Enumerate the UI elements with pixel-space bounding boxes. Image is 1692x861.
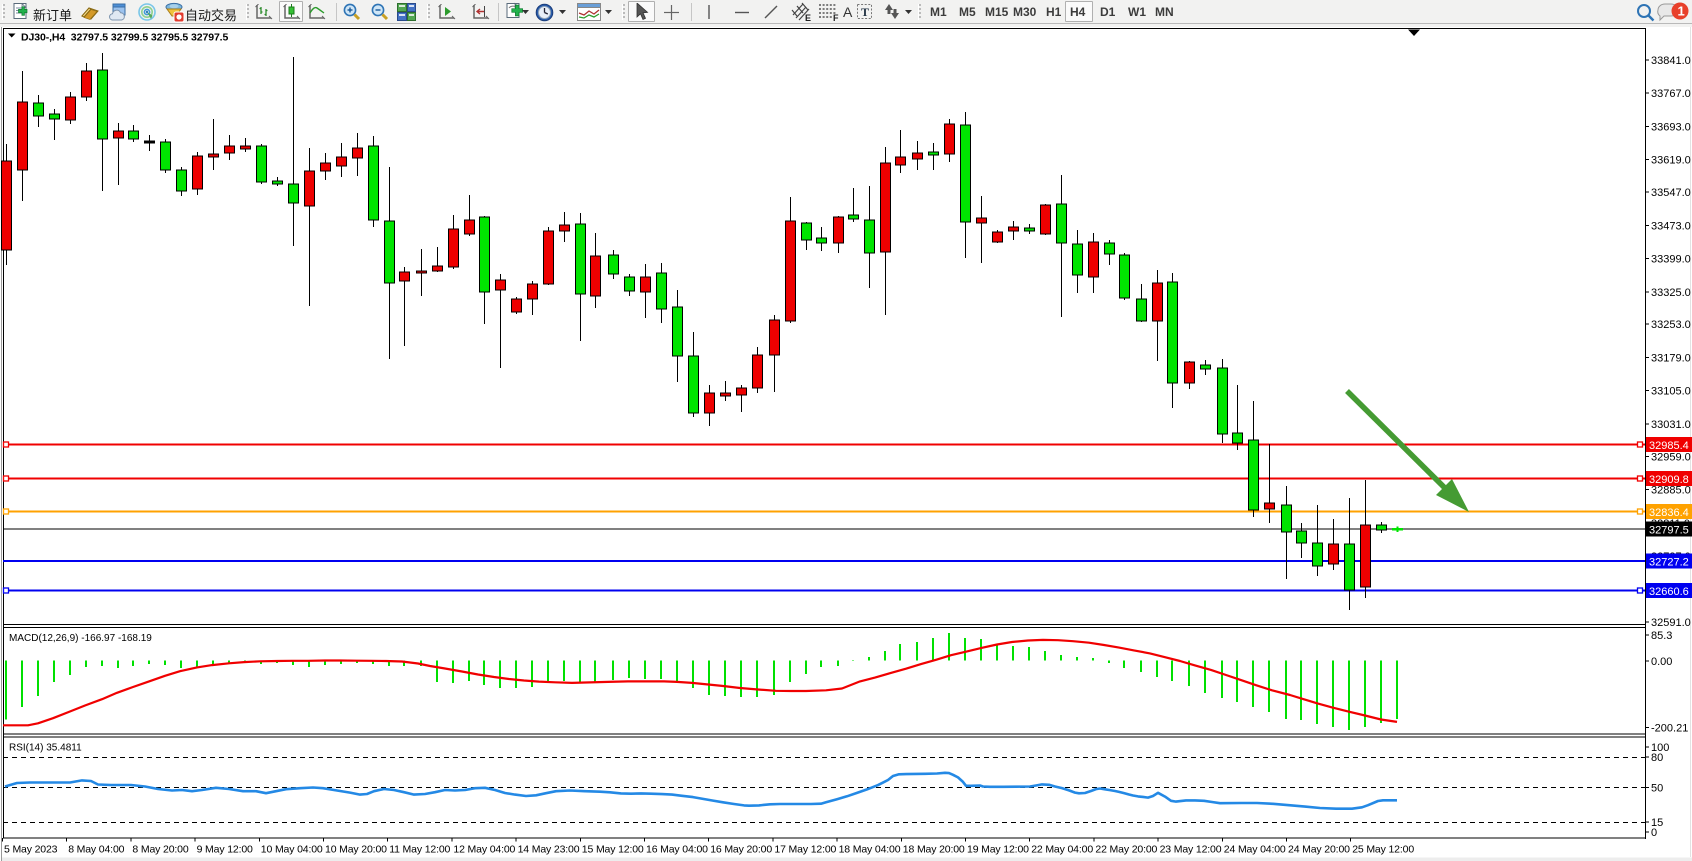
svg-text:9 May 12:00: 9 May 12:00 xyxy=(197,844,253,856)
svg-text:33325.0: 33325.0 xyxy=(1651,287,1691,299)
svg-text:25 May 12:00: 25 May 12:00 xyxy=(1352,844,1414,856)
svg-text:15 May 12:00: 15 May 12:00 xyxy=(582,844,644,856)
svg-text:14 May 23:00: 14 May 23:00 xyxy=(518,844,580,856)
svg-text:8 May 04:00: 8 May 04:00 xyxy=(68,844,124,856)
svg-text:16 May 20:00: 16 May 20:00 xyxy=(710,844,772,856)
svg-text:F: F xyxy=(833,13,839,22)
svg-text:DJ30-,H4 32797.5 32799.5 3279: DJ30-,H4 32797.5 32799.5 32795.5 32797.5 xyxy=(21,32,229,44)
svg-text:33619.0: 33619.0 xyxy=(1651,155,1691,167)
svg-text:33253.0: 33253.0 xyxy=(1651,319,1691,331)
svg-text:RSI(14) 35.4811: RSI(14) 35.4811 xyxy=(9,743,82,754)
svg-text:24 May 20:00: 24 May 20:00 xyxy=(1288,844,1350,856)
svg-text:MACD(12,26,9) -166.97 -168.19: MACD(12,26,9) -166.97 -168.19 xyxy=(9,633,152,644)
svg-text:32885.0: 32885.0 xyxy=(1651,485,1691,497)
svg-text:23 May 12:00: 23 May 12:00 xyxy=(1160,844,1222,856)
svg-text:33693.0: 33693.0 xyxy=(1651,121,1691,133)
svg-text:33547.0: 33547.0 xyxy=(1651,187,1691,199)
svg-text:5 May 2023: 5 May 2023 xyxy=(4,844,58,856)
svg-text:33767.0: 33767.0 xyxy=(1651,88,1691,100)
svg-text:T: T xyxy=(861,5,869,19)
svg-text:33841.0: 33841.0 xyxy=(1651,55,1691,67)
svg-text:22 May 04:00: 22 May 04:00 xyxy=(1031,844,1093,856)
svg-text:16 May 04:00: 16 May 04:00 xyxy=(646,844,708,856)
svg-text:24 May 04:00: 24 May 04:00 xyxy=(1224,844,1286,856)
svg-text:18 May 04:00: 18 May 04:00 xyxy=(839,844,901,856)
svg-text:32959.0: 32959.0 xyxy=(1651,451,1691,463)
svg-text:10 May 20:00: 10 May 20:00 xyxy=(325,844,387,856)
svg-text:1: 1 xyxy=(1678,4,1685,19)
svg-text:100: 100 xyxy=(1651,742,1669,754)
svg-text:17 May 12:00: 17 May 12:00 xyxy=(774,844,836,856)
svg-text:32836.4: 32836.4 xyxy=(1649,507,1689,519)
svg-text:18 May 20:00: 18 May 20:00 xyxy=(903,844,965,856)
svg-text:32797.5: 32797.5 xyxy=(1649,525,1689,537)
svg-text:32660.6: 32660.6 xyxy=(1649,586,1689,598)
svg-text:85.3: 85.3 xyxy=(1651,630,1672,642)
svg-text:32591.0: 32591.0 xyxy=(1651,617,1691,629)
svg-text:50: 50 xyxy=(1651,783,1663,795)
svg-text:80: 80 xyxy=(1651,752,1663,764)
svg-text:0.00: 0.00 xyxy=(1651,656,1672,668)
svg-text:11 May 12:00: 11 May 12:00 xyxy=(389,844,450,856)
svg-text:32985.4: 32985.4 xyxy=(1649,440,1689,452)
svg-text:12 May 04:00: 12 May 04:00 xyxy=(453,844,515,856)
svg-text:E: E xyxy=(805,13,811,22)
svg-text:33031.0: 33031.0 xyxy=(1651,419,1691,431)
svg-text:33399.0: 33399.0 xyxy=(1651,254,1691,266)
svg-text:8 May 20:00: 8 May 20:00 xyxy=(132,844,188,856)
svg-text:33473.0: 33473.0 xyxy=(1651,220,1691,232)
svg-text:19 May 12:00: 19 May 12:00 xyxy=(967,844,1029,856)
svg-text:0: 0 xyxy=(1651,827,1657,839)
svg-text:15: 15 xyxy=(1651,817,1663,829)
svg-text:-200.21: -200.21 xyxy=(1651,723,1688,735)
svg-text:33179.0: 33179.0 xyxy=(1651,352,1691,364)
svg-text:10 May 04:00: 10 May 04:00 xyxy=(261,844,323,856)
svg-text:22 May 20:00: 22 May 20:00 xyxy=(1095,844,1157,856)
svg-text:32909.8: 32909.8 xyxy=(1649,474,1689,486)
svg-text:32727.2: 32727.2 xyxy=(1649,557,1689,569)
svg-text:33105.0: 33105.0 xyxy=(1651,386,1691,398)
